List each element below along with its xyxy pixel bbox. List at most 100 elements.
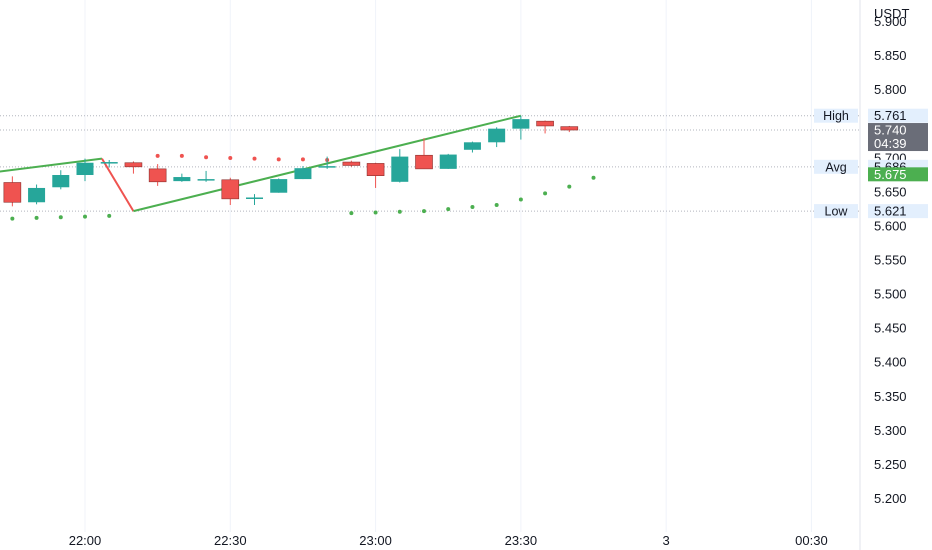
low-label-value: 5.621 xyxy=(874,204,907,219)
lower-dot xyxy=(446,207,451,212)
lower-dot xyxy=(470,205,475,210)
candle-down xyxy=(342,160,361,167)
lower-dot xyxy=(591,175,596,180)
zigzag-segment-down xyxy=(101,158,135,212)
green-price-bg xyxy=(868,167,928,182)
price-tick-label: 5.250 xyxy=(874,457,907,472)
price-tick-label: 5.200 xyxy=(874,491,907,506)
candle-up xyxy=(173,173,191,182)
green-price-value: 5.675 xyxy=(874,167,907,182)
high-label-name: High xyxy=(823,109,849,123)
time-tick-label: 22:30 xyxy=(214,533,247,548)
lower-dot xyxy=(397,209,402,214)
lower-dot xyxy=(422,209,427,214)
low-label-name-bg xyxy=(814,204,858,219)
lower-dot xyxy=(567,184,572,189)
price-axis[interactable]: USDT 5.9005.8505.8005.7005.6505.6005.550… xyxy=(874,6,909,506)
candle-up xyxy=(197,170,215,182)
price-tick-label: 5.850 xyxy=(874,48,907,63)
candle-up xyxy=(318,156,336,169)
price-tick-label: 5.450 xyxy=(874,321,907,336)
time-tick-label: 23:30 xyxy=(505,533,538,548)
lower-dot xyxy=(543,191,548,196)
candle-down xyxy=(124,161,143,174)
upper-dot xyxy=(228,155,233,160)
upper-dot xyxy=(276,157,281,162)
last-price-bg xyxy=(868,123,928,152)
candle-up xyxy=(270,178,288,193)
candle-body xyxy=(294,168,312,180)
upper-dot xyxy=(252,156,257,161)
candle-down xyxy=(536,120,554,134)
candle-up xyxy=(100,160,118,168)
countdown-label: 04:39 xyxy=(874,136,907,151)
candle-body xyxy=(488,128,506,143)
lower-dot xyxy=(373,210,378,215)
candle-body xyxy=(342,161,361,166)
lower-dot xyxy=(494,202,499,207)
dot-indicator xyxy=(10,153,596,221)
candle-body xyxy=(512,119,530,129)
upper-dot xyxy=(179,153,184,158)
lower-dot xyxy=(34,215,39,220)
candle-down xyxy=(560,125,579,133)
last-price-value: 5.740 xyxy=(874,123,907,138)
candle-up xyxy=(391,149,409,183)
candle-body xyxy=(536,120,554,127)
candle-body xyxy=(197,179,215,181)
candle-up xyxy=(76,158,94,182)
candle-down xyxy=(366,162,385,188)
candle-body xyxy=(391,156,409,182)
candle-body xyxy=(246,197,264,199)
zigzag-segment-up xyxy=(0,157,103,173)
candle-body xyxy=(463,142,481,150)
low-label-value-bg xyxy=(868,204,928,219)
candle-up xyxy=(463,141,481,153)
candle-body xyxy=(52,175,70,188)
candle-up xyxy=(294,166,312,180)
candle-body xyxy=(148,168,167,183)
time-tick-label: 23:00 xyxy=(359,533,392,548)
candle-body xyxy=(124,162,143,168)
currency-label: USDT xyxy=(874,6,909,21)
candle-body xyxy=(221,179,240,200)
avg-label-name: Avg xyxy=(825,160,846,174)
low-label-name: Low xyxy=(825,205,849,219)
upper-dot xyxy=(204,155,209,160)
price-tick-label: 5.900 xyxy=(874,14,907,29)
price-tick-label: 5.350 xyxy=(874,389,907,404)
candle-body xyxy=(3,182,22,203)
price-tick-label: 5.600 xyxy=(874,218,907,233)
candle-up xyxy=(512,115,530,140)
grid xyxy=(84,0,812,532)
candles xyxy=(3,115,579,207)
candle-down xyxy=(148,164,167,186)
candle-body xyxy=(318,166,336,168)
time-tick-label: 00:30 xyxy=(795,533,828,548)
lower-dot xyxy=(83,214,87,219)
candle-body xyxy=(173,177,191,182)
candle-down xyxy=(221,177,240,205)
time-tick-label: 3 xyxy=(663,533,670,548)
lower-dot xyxy=(107,213,112,218)
avg-label-name-bg xyxy=(814,159,858,174)
candle-body xyxy=(366,163,385,176)
candle-up xyxy=(488,127,506,148)
price-tick-label: 5.800 xyxy=(874,82,907,97)
candle-body xyxy=(28,187,46,203)
time-tick-label: 22:00 xyxy=(69,533,102,548)
candle-up xyxy=(439,153,457,169)
candle-up xyxy=(246,194,264,205)
upper-dot xyxy=(155,153,160,158)
high-label-value: 5.761 xyxy=(874,108,907,123)
time-axis[interactable]: 22:00 22:30 23:00 23:30 3 00:30 xyxy=(69,533,828,548)
candle-body xyxy=(415,154,433,170)
price-tick-label: 5.300 xyxy=(874,423,907,438)
lower-dot xyxy=(10,216,15,221)
candle-body xyxy=(270,179,288,193)
candle-down xyxy=(3,176,22,207)
lower-dot xyxy=(518,197,523,202)
candle-up xyxy=(28,184,46,205)
